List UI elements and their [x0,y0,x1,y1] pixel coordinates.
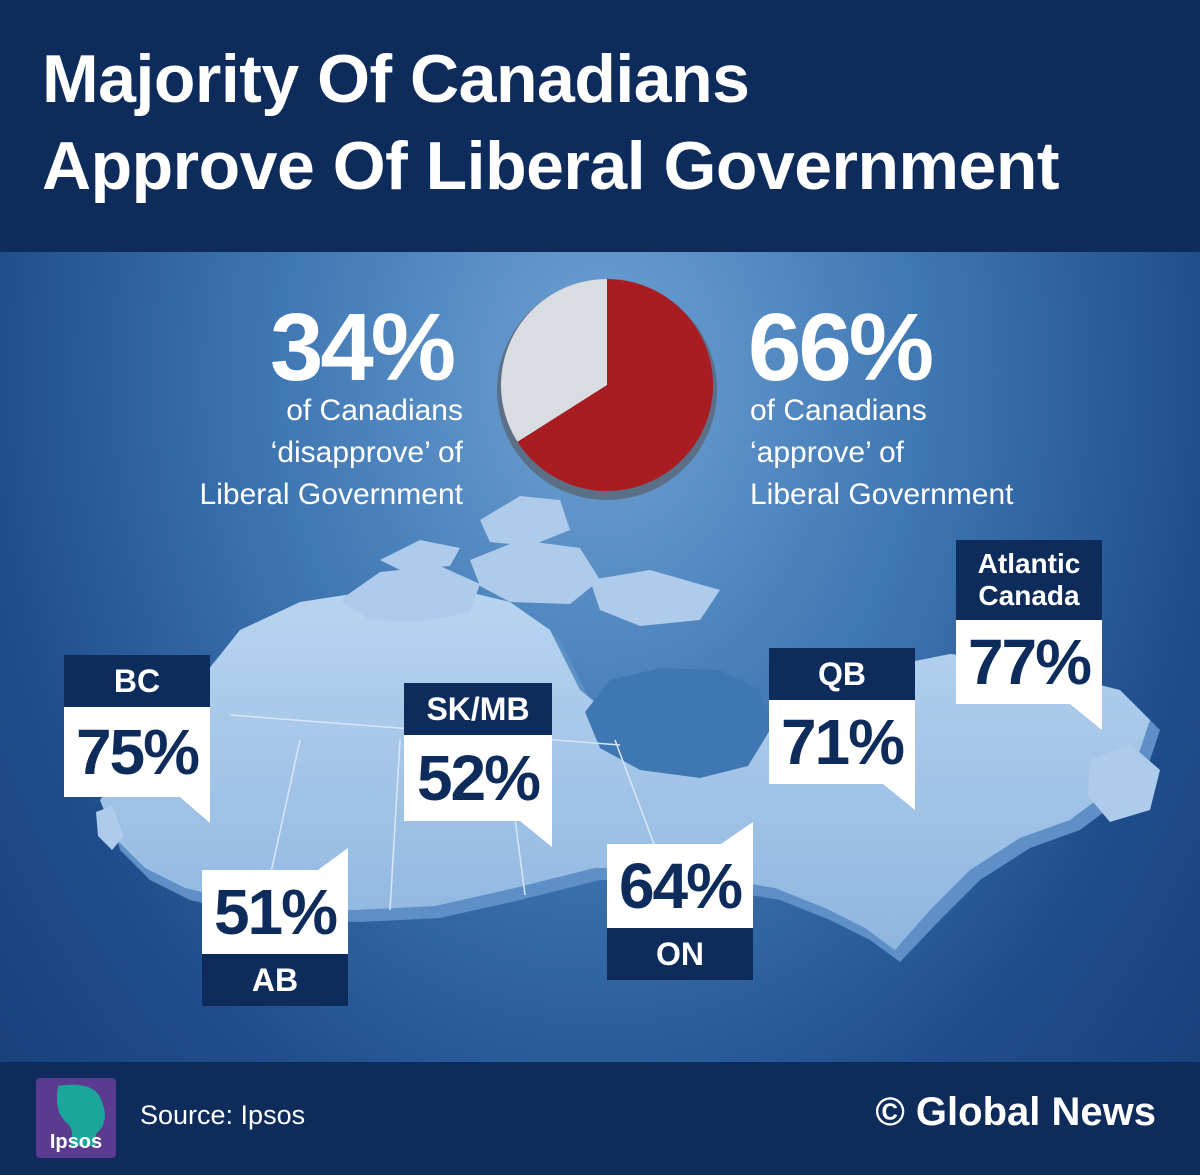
region-value-ab: 51% [202,870,348,954]
source-text: Source: Ipsos [140,1100,306,1130]
callout-tail-ab [318,848,348,870]
disapprove-desc-line-2: ‘disapprove’ of [270,436,463,469]
callout-tail-bc [180,797,210,823]
footer-bar: Ipsos Source: Ipsos © Global News [0,1062,1200,1175]
approve-description: of Canadians ‘approve’ of Liberal Govern… [750,390,1110,516]
region-value-skmb: 52% [404,735,552,821]
approve-percent: 66% [748,294,934,401]
header-bar: Majority Of Canadians Approve Of Liberal… [0,0,1200,252]
disapprove-description: of Canadians ‘disapprove’ of Liberal Gov… [103,390,463,516]
title-line-1: Majority Of Canadians [42,41,750,117]
region-label-bc: BC [64,655,210,707]
disapprove-desc-line-1: of Canadians [286,394,463,427]
region-label-atlantic: Atlantic Canada [956,540,1102,620]
region-label-ab: AB [202,954,348,1006]
hudson-bay [585,668,770,778]
region-label-qb: QB [769,648,915,700]
callout-tail-on [721,822,753,844]
ipsos-logo-icon: Ipsos [36,1078,116,1158]
vancouver-island [96,806,124,850]
callout-tail-skmb [520,821,552,847]
region-value-bc: 75% [64,707,210,797]
approve-desc-line-1: of Canadians [750,394,927,427]
region-value-qb: 71% [769,700,915,784]
arctic-island-3 [480,496,570,546]
disapprove-percent: 34% [270,294,456,401]
approve-desc-line-2: ‘approve’ of [750,436,904,469]
arctic-island-5 [380,540,460,570]
svg-text:Ipsos: Ipsos [50,1131,102,1153]
region-label-skmb: SK/MB [404,683,552,735]
brand-text: © Global News [875,1090,1156,1134]
region-label-on: ON [607,928,753,980]
approval-pie [497,279,717,500]
title-line-2: Approve Of Liberal Government [42,128,1060,204]
newfoundland [1088,744,1160,822]
arctic-island-1 [340,566,480,622]
region-label-atlantic-line-1: Atlantic [977,548,1081,579]
arctic-island-4 [590,570,720,626]
arctic-island-2 [470,540,600,604]
region-value-atlantic: 77% [956,620,1102,704]
pie-slice-approve [517,279,713,492]
pie-slice-disapprove [501,279,607,442]
region-label-atlantic-line-2: Canada [978,580,1080,611]
approve-desc-line-3: Liberal Government [750,478,1014,511]
callout-tail-qb [883,784,915,810]
region-value-on: 64% [607,844,753,928]
callout-tail-atlantic [1070,704,1102,730]
disapprove-desc-line-3: Liberal Government [199,478,463,511]
